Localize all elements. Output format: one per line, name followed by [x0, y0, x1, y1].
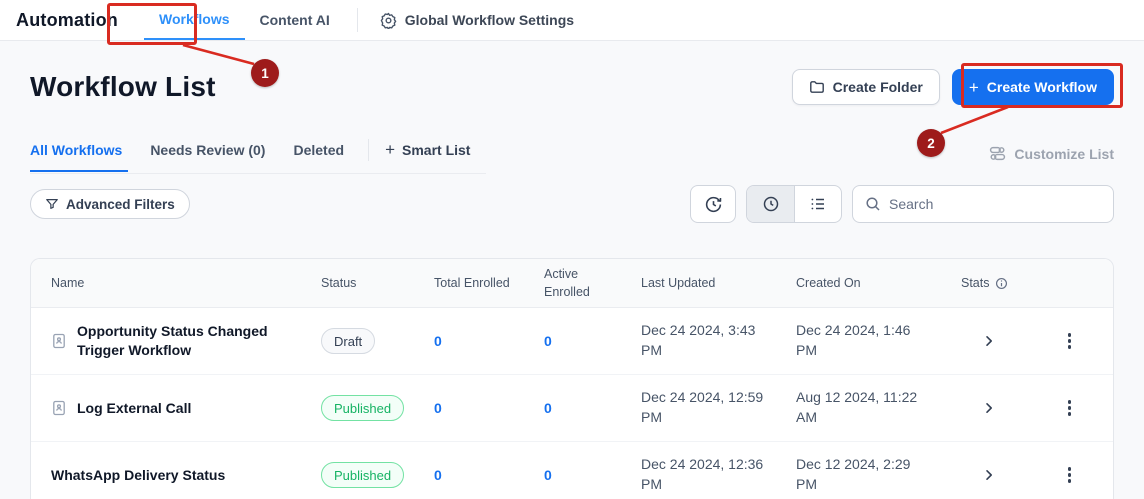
- total-enrolled-value[interactable]: 0: [416, 333, 526, 349]
- search-box: [852, 185, 1114, 223]
- app-title: Automation: [16, 10, 118, 31]
- column-name: Name: [51, 274, 311, 292]
- column-last-updated: Last Updated: [641, 274, 796, 292]
- created-on-value: Dec 24 2024, 1:46 PM: [796, 321, 951, 360]
- column-created-on: Created On: [796, 274, 951, 292]
- kebab-icon: [1068, 467, 1072, 483]
- divider: [357, 8, 358, 32]
- stats-expand-button[interactable]: [978, 464, 1000, 486]
- global-workflow-settings-button[interactable]: Global Workflow Settings: [370, 0, 584, 40]
- create-workflow-label: Create Workflow: [987, 79, 1097, 95]
- tab-needs-review[interactable]: Needs Review (0): [136, 142, 279, 171]
- stats-expand-button[interactable]: [978, 397, 1000, 419]
- total-enrolled-value[interactable]: 0: [416, 400, 526, 416]
- workflow-name[interactable]: Log External Call: [77, 399, 191, 418]
- workflow-name[interactable]: Opportunity Status Changed Trigger Workf…: [77, 322, 283, 360]
- table-row[interactable]: WhatsApp Delivery Status Published 0 0 D…: [31, 442, 1113, 499]
- folder-icon: [809, 79, 825, 95]
- row-menu-button[interactable]: [1064, 463, 1076, 487]
- kebab-icon: [1068, 400, 1072, 416]
- divider: [368, 139, 369, 161]
- clock-icon: [762, 195, 780, 213]
- created-on-value: Aug 12 2024, 11:22 AM: [796, 388, 951, 427]
- tab-deleted[interactable]: Deleted: [279, 142, 358, 171]
- global-workflow-settings-label: Global Workflow Settings: [405, 12, 574, 28]
- tab-all-workflows[interactable]: All Workflows: [30, 142, 136, 171]
- column-stats: Stats: [961, 274, 990, 292]
- active-enrolled-value[interactable]: 0: [526, 467, 641, 483]
- last-updated-value: Dec 24 2024, 12:59 PM: [641, 388, 796, 427]
- gear-icon: [380, 12, 397, 29]
- search-input[interactable]: [889, 196, 1101, 212]
- total-enrolled-value[interactable]: 0: [416, 467, 526, 483]
- advanced-filters-button[interactable]: Advanced Filters: [30, 189, 190, 219]
- kebab-icon: [1068, 333, 1072, 349]
- column-status: Status: [311, 274, 416, 292]
- column-active-enrolled: Active Enrolled: [526, 265, 641, 301]
- create-folder-button[interactable]: Create Folder: [792, 69, 940, 105]
- recent-view-toggle[interactable]: [747, 186, 794, 222]
- active-enrolled-value[interactable]: 0: [526, 400, 641, 416]
- column-total-enrolled: Total Enrolled: [416, 274, 526, 292]
- list-view-toggle[interactable]: [794, 186, 841, 222]
- table-row[interactable]: Log External Call Published 0 0 Dec 24 2…: [31, 375, 1113, 442]
- table-row[interactable]: Opportunity Status Changed Trigger Workf…: [31, 308, 1113, 375]
- workflow-document-icon: [51, 400, 67, 416]
- row-menu-button[interactable]: [1064, 396, 1076, 420]
- workflow-table: Name Status Total Enrolled Active Enroll…: [30, 258, 1114, 499]
- customize-list-label: Customize List: [1014, 146, 1114, 162]
- row-menu-button[interactable]: [1064, 329, 1076, 353]
- create-workflow-button[interactable]: + Create Workflow: [952, 69, 1114, 105]
- last-updated-value: Dec 24 2024, 3:43 PM: [641, 321, 796, 360]
- status-badge: Published: [321, 395, 404, 421]
- page-title: Workflow List: [30, 71, 216, 103]
- status-badge: Draft: [321, 328, 375, 354]
- smart-list-label: Smart List: [402, 142, 470, 158]
- advanced-filters-label: Advanced Filters: [66, 197, 175, 212]
- tab-content-ai[interactable]: Content AI: [245, 0, 345, 40]
- create-folder-label: Create Folder: [833, 79, 923, 95]
- table-header-row: Name Status Total Enrolled Active Enroll…: [31, 259, 1113, 308]
- info-icon: [995, 277, 1008, 290]
- filter-funnel-icon: [45, 197, 59, 211]
- status-badge: Published: [321, 462, 404, 488]
- workflow-document-icon: [51, 333, 67, 349]
- tab-workflows[interactable]: Workflows: [144, 0, 245, 40]
- last-updated-value: Dec 24 2024, 12:36 PM: [641, 455, 796, 494]
- history-button[interactable]: [690, 185, 736, 223]
- view-toggle: [746, 185, 842, 223]
- plus-icon: +: [969, 79, 979, 96]
- stats-expand-button[interactable]: [978, 330, 1000, 352]
- workflow-name[interactable]: WhatsApp Delivery Status: [51, 466, 225, 485]
- history-clock-icon: [704, 195, 723, 214]
- search-icon: [865, 196, 881, 212]
- workflow-list-tabs: All Workflows Needs Review (0) Deleted +…: [30, 139, 486, 174]
- smart-list-button[interactable]: + Smart List: [379, 141, 476, 171]
- page-content: Workflow List Create Folder + Create Wor…: [0, 67, 1144, 499]
- created-on-value: Dec 12 2024, 2:29 PM: [796, 455, 951, 494]
- active-enrolled-value[interactable]: 0: [526, 333, 641, 349]
- top-navigation-bar: Automation Workflows Content AI Global W…: [0, 0, 1144, 41]
- customize-list-button[interactable]: Customize List: [989, 145, 1114, 174]
- customize-columns-icon: [989, 145, 1006, 162]
- plus-icon: +: [385, 141, 395, 158]
- list-icon: [809, 195, 827, 213]
